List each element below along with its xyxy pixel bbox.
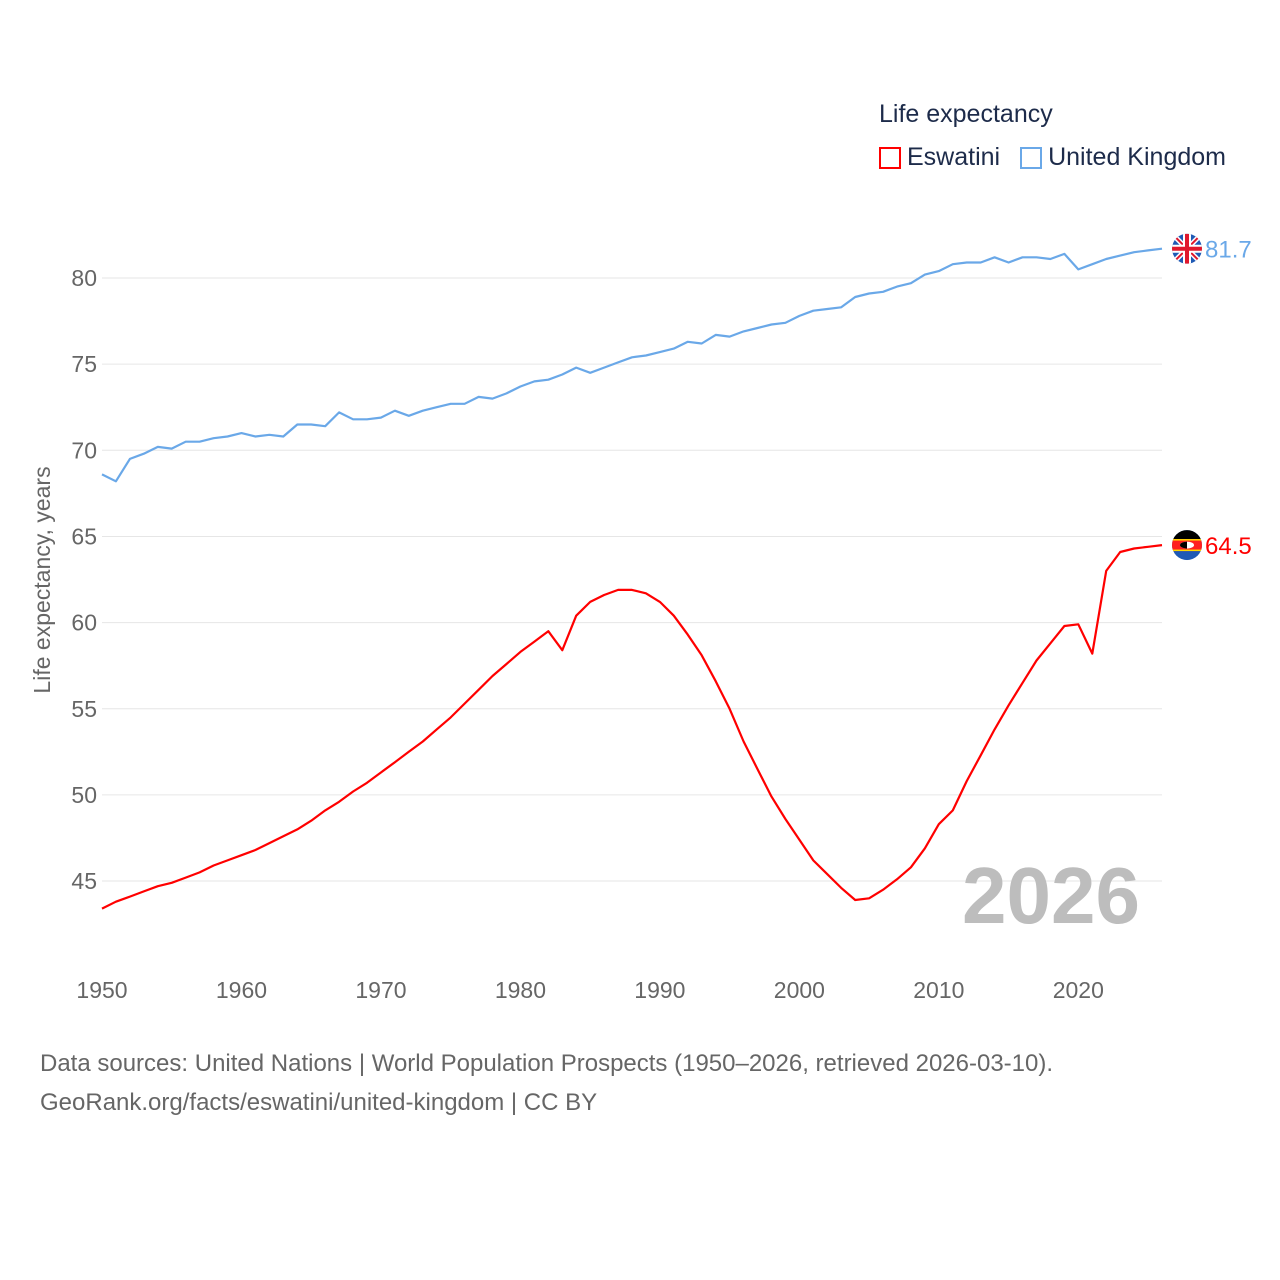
footer: Data sources: United Nations | World Pop… xyxy=(40,1044,1053,1122)
x-tick-label: 2010 xyxy=(913,977,964,1003)
y-tick-label: 65 xyxy=(71,523,97,549)
y-tick-label: 50 xyxy=(71,782,97,808)
x-tick-label: 1970 xyxy=(355,977,406,1003)
y-tick-label: 60 xyxy=(71,610,97,636)
end-value-label: 81.7 xyxy=(1205,237,1252,264)
y-axis-label: Life expectancy, years xyxy=(29,466,55,693)
legend-item-united-kingdom[interactable]: United Kingdom xyxy=(1020,143,1226,172)
legend-label: United Kingdom xyxy=(1048,143,1226,171)
legend-label: Eswatini xyxy=(907,143,1001,171)
x-tick-label: 2020 xyxy=(1053,977,1104,1003)
x-tick-label: 1980 xyxy=(495,977,546,1003)
legend-swatch-eswatini xyxy=(879,146,901,169)
legend-title: Life expectancy xyxy=(879,100,1053,128)
y-tick-label: 45 xyxy=(71,868,97,894)
x-tick-label: 1990 xyxy=(634,977,685,1003)
uk-flag-icon xyxy=(1172,233,1202,264)
y-tick-label: 75 xyxy=(71,351,97,377)
x-tick-label: 1960 xyxy=(216,977,267,1003)
legend-swatch-united-kingdom xyxy=(1020,146,1043,169)
eswatini-flag-icon xyxy=(1172,530,1202,561)
source-link[interactable]: GeoRank.org/facts/eswatini/united-kingdo… xyxy=(40,1089,598,1116)
legend: Eswatini United Kingdom xyxy=(879,143,1246,172)
legend-item-eswatini[interactable]: Eswatini xyxy=(879,143,1000,172)
current-year-label: 2026 xyxy=(962,851,1140,940)
y-tick-label: 70 xyxy=(71,437,97,463)
data-sources: Data sources: United Nations | World Pop… xyxy=(40,1050,1054,1077)
end-value-label: 64.5 xyxy=(1205,533,1252,560)
series-line-united-kingdom xyxy=(101,247,1163,483)
x-tick-label: 1950 xyxy=(76,977,127,1003)
x-tick-label: 2000 xyxy=(774,977,825,1003)
y-tick-label: 80 xyxy=(71,265,97,291)
y-tick-label: 55 xyxy=(71,696,97,722)
series-line-eswatini xyxy=(101,544,1163,910)
